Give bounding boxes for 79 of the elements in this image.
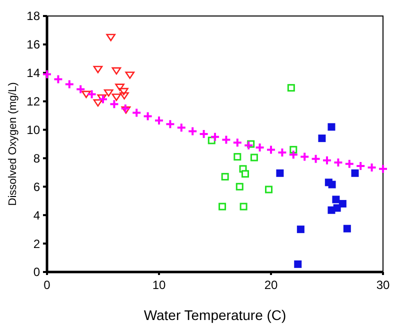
y-tick-label: 0 [33, 265, 40, 280]
point [76, 84, 86, 94]
point [112, 94, 122, 101]
point [366, 162, 377, 172]
point [125, 72, 135, 79]
point [115, 84, 124, 91]
x-axis-title: Water Temperature (C) [144, 307, 286, 323]
y-axis-title: Dissolved Oxygen (mg/L) [7, 82, 19, 206]
point [310, 154, 321, 164]
x-tick-label: 30 [376, 278, 390, 292]
point [244, 140, 254, 150]
point [86, 89, 97, 100]
point [119, 88, 128, 96]
point [104, 89, 114, 97]
point [265, 186, 273, 194]
y-tick-label: 14 [26, 66, 40, 80]
point [236, 182, 244, 190]
point [294, 260, 302, 268]
point [120, 103, 130, 114]
point [254, 142, 265, 153]
y-tick-label: 8 [33, 151, 40, 166]
point [287, 84, 295, 92]
y-tick-label: 12 [26, 94, 40, 109]
point [328, 123, 336, 131]
point [53, 74, 64, 84]
point [112, 67, 122, 75]
point [344, 158, 354, 169]
point [198, 129, 209, 140]
y-tick-label: 10 [26, 122, 40, 137]
y-tick-label: 4 [33, 208, 40, 222]
point [328, 180, 336, 188]
point [132, 108, 142, 118]
point [42, 69, 52, 80]
point [250, 154, 258, 162]
point [276, 169, 284, 177]
point [333, 157, 344, 168]
point [351, 169, 359, 177]
point [266, 144, 276, 155]
point [356, 161, 366, 172]
point [221, 134, 232, 145]
point [343, 224, 351, 232]
point [142, 111, 153, 122]
point [82, 90, 91, 98]
y-tick-label: 2 [33, 236, 40, 251]
point [241, 170, 249, 178]
point [64, 79, 74, 90]
point [296, 226, 304, 234]
point [120, 92, 129, 100]
point [300, 152, 310, 162]
x-tick-label: 10 [152, 278, 166, 292]
point [218, 202, 226, 210]
point [165, 119, 176, 130]
point [322, 155, 332, 166]
point [154, 116, 164, 126]
point [232, 138, 242, 148]
point [378, 164, 388, 174]
point [318, 134, 326, 142]
point [176, 122, 186, 133]
point [328, 206, 336, 214]
y-tick-label: 6 [33, 180, 40, 194]
point [93, 66, 103, 74]
point [277, 148, 288, 158]
point [97, 94, 107, 102]
y-tick-label: 16 [26, 38, 40, 52]
point [332, 196, 340, 204]
x-tick-label: 0 [44, 278, 51, 292]
point [106, 34, 116, 42]
point [93, 99, 103, 107]
point [288, 150, 298, 160]
point [338, 200, 346, 208]
point [188, 126, 198, 136]
point [109, 99, 120, 110]
point [121, 106, 131, 114]
point [234, 153, 242, 161]
point [210, 132, 220, 142]
point [221, 172, 229, 180]
x-tick-label: 20 [264, 278, 278, 292]
point [240, 202, 248, 210]
y-tick-label: 18 [26, 9, 40, 24]
